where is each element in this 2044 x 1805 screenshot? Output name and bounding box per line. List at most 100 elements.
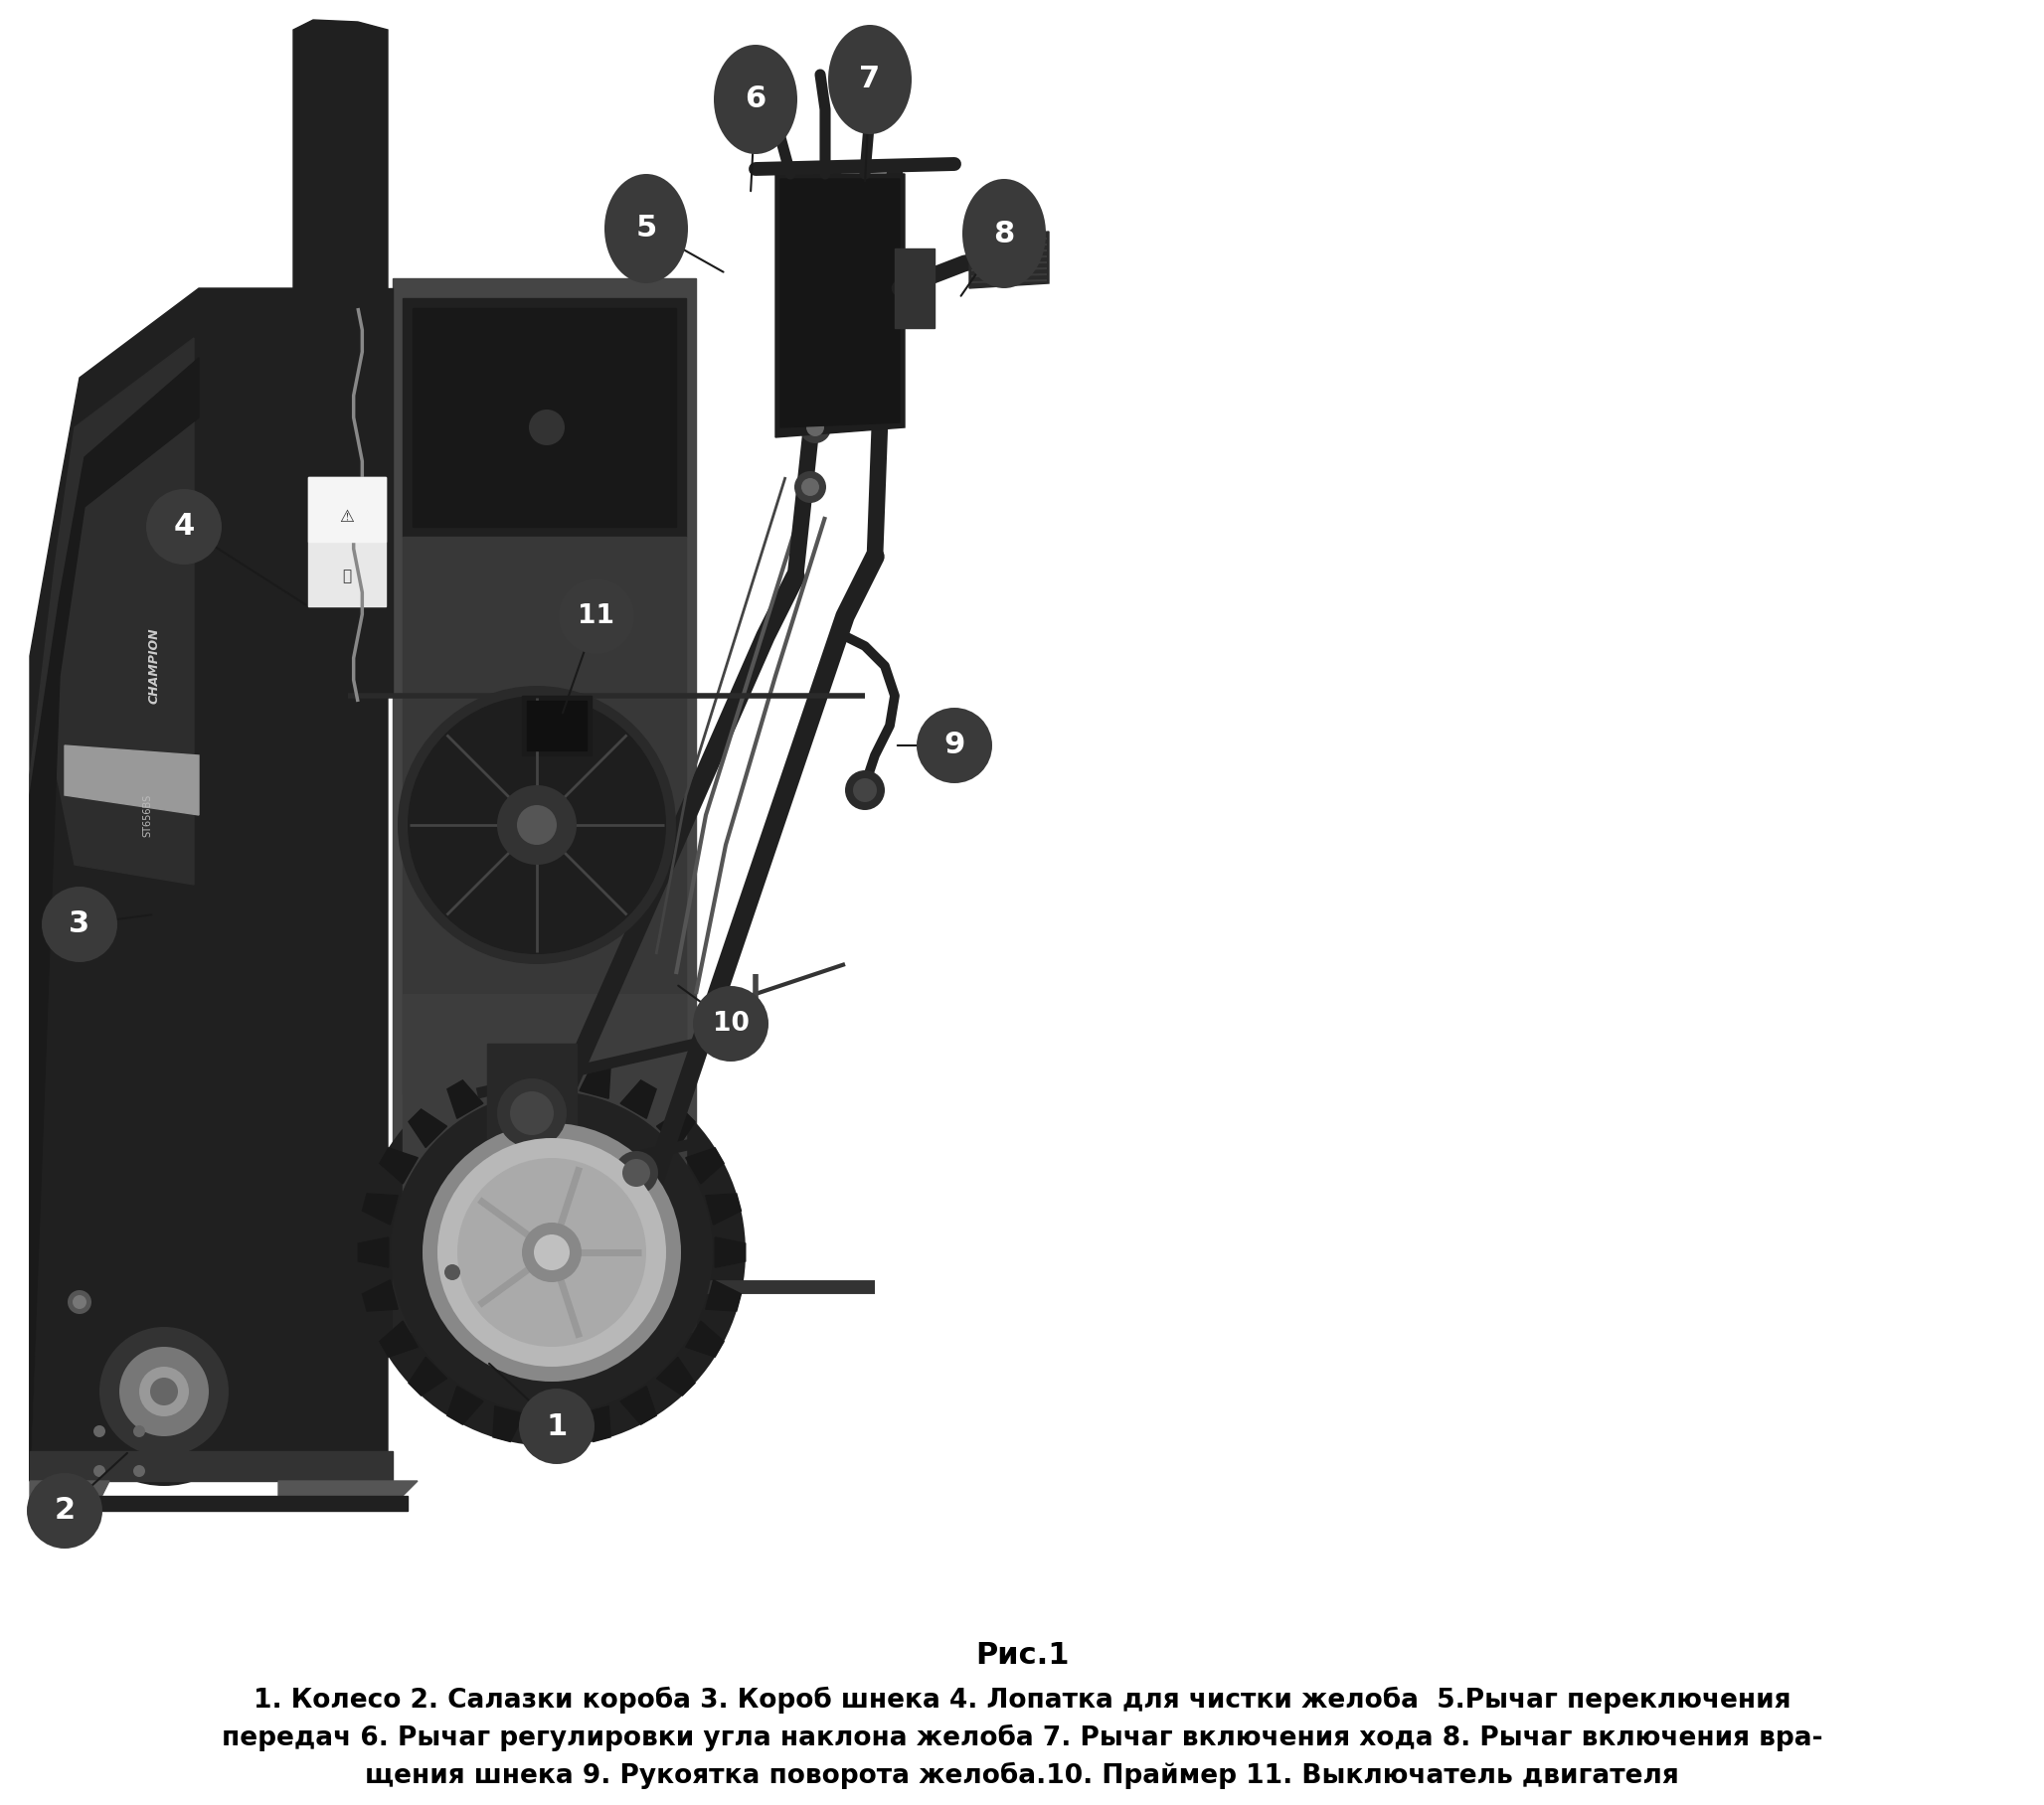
Polygon shape bbox=[309, 477, 386, 606]
Circle shape bbox=[407, 695, 666, 955]
Text: 1. Колесо 2. Салазки короба 3. Короб шнека 4. Лопатка для чистки желоба  5.Рычаг: 1. Колесо 2. Салазки короба 3. Короб шне… bbox=[253, 1686, 1791, 1713]
Circle shape bbox=[816, 278, 846, 309]
Polygon shape bbox=[538, 1060, 566, 1088]
Text: 10: 10 bbox=[713, 1011, 748, 1036]
Circle shape bbox=[27, 1473, 102, 1549]
Circle shape bbox=[69, 1298, 258, 1486]
Polygon shape bbox=[409, 1110, 448, 1148]
Circle shape bbox=[533, 1235, 570, 1271]
Polygon shape bbox=[538, 1415, 566, 1446]
Circle shape bbox=[458, 1159, 646, 1347]
Text: ⚠: ⚠ bbox=[339, 507, 354, 525]
Circle shape bbox=[444, 1263, 460, 1280]
Polygon shape bbox=[775, 173, 905, 437]
Polygon shape bbox=[31, 338, 194, 1480]
Circle shape bbox=[529, 410, 564, 446]
Polygon shape bbox=[705, 1193, 742, 1224]
Text: 5: 5 bbox=[636, 215, 656, 244]
Ellipse shape bbox=[713, 45, 797, 153]
Text: CHAMPION: CHAMPION bbox=[147, 628, 161, 704]
Polygon shape bbox=[895, 249, 934, 329]
Text: 11: 11 bbox=[578, 603, 615, 630]
Circle shape bbox=[799, 412, 832, 444]
Polygon shape bbox=[493, 1406, 523, 1442]
Text: 2: 2 bbox=[53, 1496, 76, 1525]
Text: 8: 8 bbox=[993, 218, 1014, 247]
Circle shape bbox=[497, 785, 576, 865]
Polygon shape bbox=[392, 1273, 695, 1332]
Polygon shape bbox=[448, 1386, 482, 1424]
Polygon shape bbox=[656, 1110, 695, 1148]
Ellipse shape bbox=[963, 179, 1047, 289]
Text: 9: 9 bbox=[944, 731, 965, 760]
Circle shape bbox=[811, 312, 842, 345]
Circle shape bbox=[517, 805, 556, 845]
Circle shape bbox=[437, 1139, 666, 1366]
Polygon shape bbox=[656, 1357, 695, 1395]
Polygon shape bbox=[31, 1480, 110, 1500]
Polygon shape bbox=[292, 289, 392, 695]
Circle shape bbox=[94, 1466, 106, 1476]
Polygon shape bbox=[580, 1406, 611, 1442]
Circle shape bbox=[818, 319, 836, 338]
Circle shape bbox=[805, 419, 824, 437]
Text: 6: 6 bbox=[744, 85, 766, 114]
Circle shape bbox=[621, 1159, 650, 1186]
Circle shape bbox=[133, 1426, 145, 1437]
Circle shape bbox=[67, 1291, 92, 1314]
Polygon shape bbox=[309, 477, 386, 542]
Polygon shape bbox=[781, 179, 899, 428]
Polygon shape bbox=[486, 1043, 576, 1173]
Circle shape bbox=[358, 1058, 746, 1446]
Polygon shape bbox=[392, 278, 695, 1292]
Text: 1: 1 bbox=[546, 1412, 568, 1440]
Circle shape bbox=[521, 1222, 583, 1282]
Polygon shape bbox=[31, 1451, 392, 1480]
Text: щения шнека 9. Рукоятка поворота желоба.10. Праймер 11. Выключатель двигателя: щения шнека 9. Рукоятка поворота желоба.… bbox=[366, 1762, 1678, 1789]
Circle shape bbox=[558, 578, 634, 653]
Circle shape bbox=[801, 478, 820, 496]
Ellipse shape bbox=[828, 25, 912, 134]
Polygon shape bbox=[31, 357, 198, 1480]
Polygon shape bbox=[362, 1193, 399, 1224]
Text: 3: 3 bbox=[69, 910, 90, 939]
Polygon shape bbox=[403, 995, 687, 1292]
Circle shape bbox=[519, 1388, 595, 1464]
Text: ST656BS: ST656BS bbox=[143, 794, 151, 836]
Circle shape bbox=[807, 357, 840, 388]
Circle shape bbox=[390, 1092, 713, 1413]
Circle shape bbox=[497, 1078, 566, 1148]
Circle shape bbox=[100, 1327, 229, 1457]
Polygon shape bbox=[521, 695, 591, 756]
Circle shape bbox=[795, 471, 826, 504]
Polygon shape bbox=[969, 231, 1049, 289]
Circle shape bbox=[615, 1152, 658, 1195]
Polygon shape bbox=[292, 20, 388, 289]
Circle shape bbox=[119, 1347, 208, 1437]
Polygon shape bbox=[685, 1321, 724, 1357]
Text: Рис.1: Рис.1 bbox=[975, 1641, 1069, 1670]
Circle shape bbox=[399, 686, 677, 964]
Polygon shape bbox=[278, 1480, 417, 1500]
Polygon shape bbox=[580, 1063, 611, 1099]
Text: 👤: 👤 bbox=[343, 569, 352, 585]
Polygon shape bbox=[31, 289, 388, 1480]
Circle shape bbox=[814, 365, 832, 381]
Polygon shape bbox=[380, 1321, 417, 1357]
Polygon shape bbox=[493, 1063, 523, 1099]
Polygon shape bbox=[409, 1357, 448, 1395]
Polygon shape bbox=[358, 1238, 388, 1267]
Polygon shape bbox=[685, 1148, 724, 1184]
Text: 7: 7 bbox=[858, 65, 881, 94]
Polygon shape bbox=[448, 1079, 482, 1119]
Polygon shape bbox=[31, 1496, 407, 1511]
Circle shape bbox=[852, 778, 877, 801]
Polygon shape bbox=[413, 309, 677, 527]
Circle shape bbox=[844, 771, 885, 810]
Circle shape bbox=[139, 1366, 188, 1417]
Circle shape bbox=[145, 489, 221, 565]
Circle shape bbox=[693, 986, 769, 1061]
Circle shape bbox=[916, 708, 991, 783]
Polygon shape bbox=[527, 700, 587, 751]
Ellipse shape bbox=[605, 173, 689, 283]
